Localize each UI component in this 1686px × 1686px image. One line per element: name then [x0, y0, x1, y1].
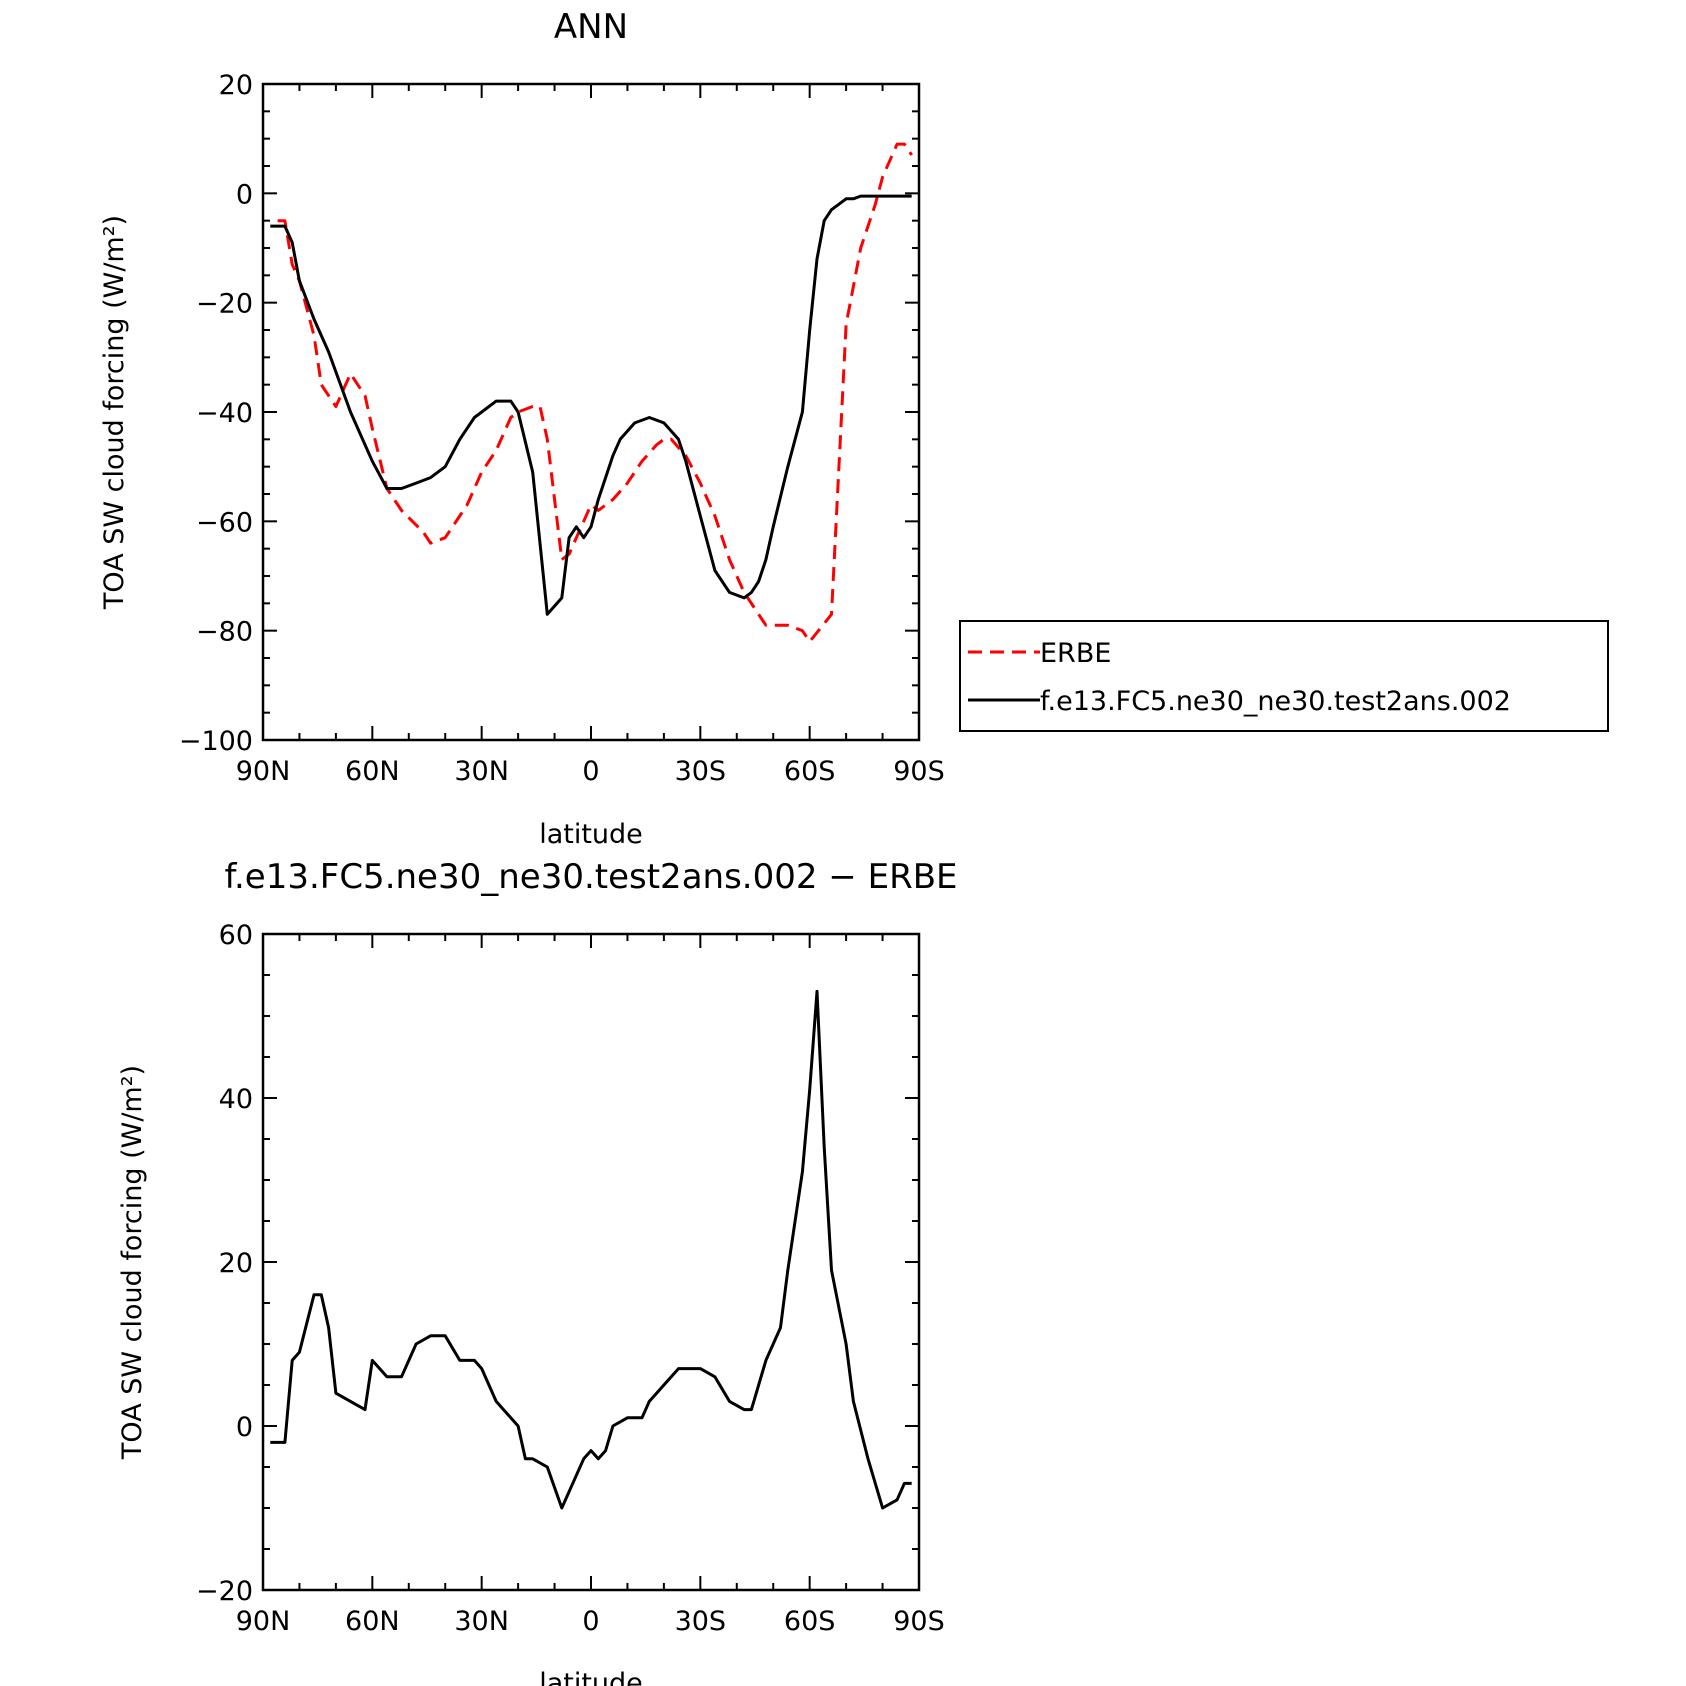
top-y-axis-label: TOA SW cloud forcing (W/m²): [99, 215, 130, 610]
bottom-x-tick-label: 60S: [784, 1606, 836, 1637]
bottom-panel: f.e13.FC5.ne30_ne30.test2ans.002 − ERBE …: [117, 857, 958, 1686]
legend: ERBE f.e13.FC5.ne30_ne30.test2ans.002: [959, 620, 1609, 732]
top-axis-ticks: 90N 60N 30N 0 30S 60S 90S −100 −80 −60 −40 −20 0 20: [179, 70, 945, 787]
bottom-chart-title: f.e13.FC5.ne30_ne30.test2ans.002 − ERBE: [224, 857, 957, 897]
top-x-tick-label: 0: [582, 756, 599, 787]
legend-label-erbe: ERBE: [1040, 638, 1111, 669]
top-x-tick-label: 60S: [784, 756, 836, 787]
top-x-tick-label: 90S: [893, 756, 945, 787]
top-x-tick-label: 30N: [454, 756, 509, 787]
top-series-line-f-e13-fc5-ne30-ne30-test2ans-002: [270, 194, 912, 616]
top-y-tick-label: 0: [236, 179, 253, 210]
top-panel: ANN 90N 60N 30N 0 30S 60S 90S −100 −80 −60 −40 −20 0…: [99, 7, 1609, 850]
bottom-x-tick-label: 30S: [675, 1606, 727, 1637]
bottom-x-tick-label: 90N: [236, 1606, 291, 1637]
bottom-x-tick-label: 90S: [893, 1606, 945, 1637]
bottom-y-tick-label: −20: [196, 1576, 253, 1607]
bottom-axis-ticks: 90N 60N 30N 0 30S 60S 90S −20 0 20 40 60: [196, 920, 945, 1637]
bottom-x-axis-label: latitude: [539, 1668, 643, 1686]
bottom-y-tick-label: 40: [219, 1084, 253, 1115]
top-y-tick-label: −100: [179, 726, 253, 757]
bottom-x-tick-label: 0: [582, 1606, 599, 1637]
top-x-tick-label: 60N: [345, 756, 400, 787]
top-x-tick-label: 90N: [236, 756, 291, 787]
bottom-y-tick-label: 0: [236, 1412, 253, 1443]
bottom-x-tick-label: 60N: [345, 1606, 400, 1637]
bottom-y-axis-label: TOA SW cloud forcing (W/m²): [117, 1065, 148, 1460]
bottom-y-tick-label: 60: [219, 920, 253, 951]
legend-box: [959, 620, 1609, 732]
bottom-y-tick-label: 20: [219, 1248, 253, 1279]
bottom-series-lines: [270, 989, 912, 1510]
top-y-tick-label: −40: [196, 398, 253, 429]
top-x-tick-label: 30S: [675, 756, 727, 787]
bottom-x-tick-label: 30N: [454, 1606, 509, 1637]
top-y-tick-label: −80: [196, 617, 253, 648]
top-chart-title: ANN: [554, 7, 628, 47]
top-y-tick-label: −60: [196, 507, 253, 538]
top-y-tick-label: 20: [219, 70, 253, 101]
legend-label-model: f.e13.FC5.ne30_ne30.test2ans.002: [1040, 686, 1511, 717]
top-y-tick-label: −20: [196, 289, 253, 320]
bottom-series-line-0: [270, 989, 912, 1510]
bottom-plot-frame: [261, 932, 921, 1592]
top-series-line-erbe: [277, 142, 913, 644]
top-x-axis-label: latitude: [539, 819, 643, 850]
top-series-lines: [270, 142, 913, 644]
top-plot-frame: [261, 82, 921, 742]
